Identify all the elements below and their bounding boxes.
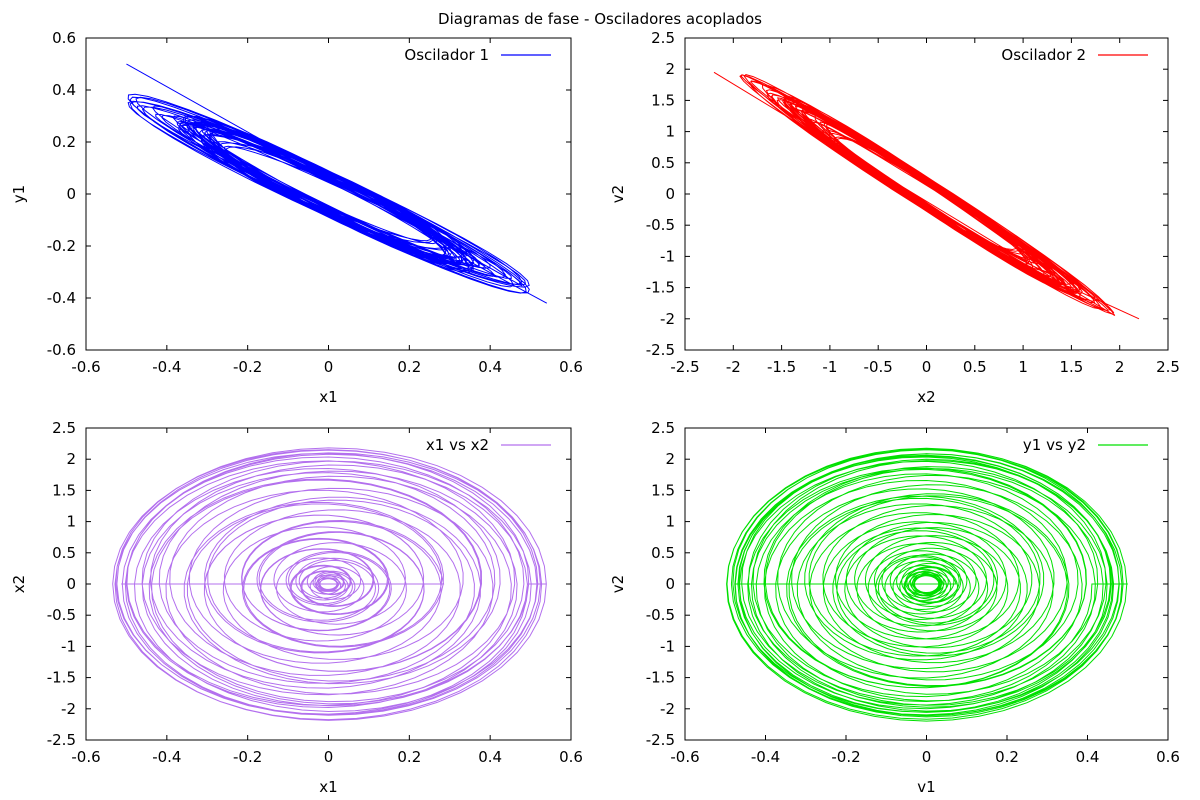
y-tick-label: -0.4 (47, 289, 76, 307)
y-tick-label: 0 (665, 575, 675, 593)
y-tick-label: 2 (66, 450, 76, 468)
y-tick-label: -0.5 (47, 606, 76, 624)
series-line (112, 447, 547, 721)
y-tick-label: 2 (665, 450, 675, 468)
y-tick-label: -1.5 (47, 669, 76, 687)
x-tick-label: 2 (1115, 358, 1125, 376)
x-tick-label: 0.6 (559, 358, 583, 376)
y-tick-label: -0.6 (47, 341, 76, 359)
y-tick-label: 2 (665, 60, 675, 78)
x-tick-label: -0.4 (152, 748, 181, 766)
x-tick-label: 0.4 (1076, 748, 1100, 766)
y-tick-label: 0.5 (651, 544, 675, 562)
y-tick-label: -1.5 (646, 669, 675, 687)
y-tick-label: 1 (665, 123, 675, 141)
x-tick-label: -0.6 (71, 748, 100, 766)
plot-frame (684, 37, 1169, 351)
x-tick-label: -2.5 (670, 358, 699, 376)
x-tick-label: 0 (922, 358, 932, 376)
x-axis-label: x2 (917, 388, 935, 406)
y-axis-label: v2 (609, 575, 627, 593)
plot-frame (684, 427, 1169, 741)
x-tick-label: 0.4 (478, 358, 502, 376)
y-tick-label: -2 (660, 700, 675, 718)
x-tick-label: -0.2 (831, 748, 860, 766)
y-tick-label: 0.4 (52, 81, 76, 99)
y-tick-label: -2.5 (646, 341, 675, 359)
y-tick-label: 1.5 (52, 481, 76, 499)
x-tick-label: 0 (922, 748, 932, 766)
y-tick-label: -1.5 (646, 279, 675, 297)
x-tick-label: 0 (324, 748, 334, 766)
x-tick-label: 2.5 (1156, 358, 1180, 376)
x-tick-label: -0.6 (71, 358, 100, 376)
x-axis-label: x1 (319, 778, 337, 796)
x-tick-label: 0.2 (995, 748, 1019, 766)
y-tick-label: 1 (66, 513, 76, 531)
y-tick-label: 0.6 (52, 29, 76, 47)
panel-1: -0.6 -0.4 -0.2 0 0.2 0.4 0.6 -0.6 -0.4 -0.2 0 0.2 0.… (10, 29, 583, 406)
x-tick-label: 0.6 (1156, 748, 1180, 766)
x-tick-label: 0.2 (397, 748, 421, 766)
y-tick-label: -1 (61, 637, 76, 655)
x-tick-label: -2 (726, 358, 741, 376)
y-tick-label: -0.5 (646, 606, 675, 624)
y-axis-label: x2 (10, 575, 28, 593)
series-line (726, 447, 1128, 722)
panel-3: -0.6 -0.4 -0.2 0 0.2 0.4 0.6 -2.5 -2 -1.5 -1 -0.5 0 0… (10, 419, 583, 796)
panel-2: -2.5 -2 -1.5 -1 -0.5 0 0.5 1 1.5 2 2.5 -2.5 -2 -1.5 -1… (609, 29, 1180, 406)
legend-label: Oscilador 2 (1001, 46, 1086, 64)
y-tick-label: -0.2 (47, 237, 76, 255)
series-line (126, 63, 548, 304)
y-tick-label: 0.2 (52, 133, 76, 151)
y-tick-label: 2.5 (651, 29, 675, 47)
x-axis-label: v1 (917, 778, 935, 796)
panel-4: -0.6 -0.4 -0.2 0 0.2 0.4 0.6 -2.5 -2 -1.5 -1 -0.5 0 0… (609, 419, 1180, 796)
x-tick-label: -0.4 (152, 358, 181, 376)
y-tick-label: 1.5 (651, 481, 675, 499)
legend-label: y1 vs y2 (1023, 436, 1086, 454)
series-line (713, 71, 1140, 320)
y-tick-label: -2.5 (646, 731, 675, 749)
y-tick-label: 1.5 (651, 91, 675, 109)
plot-frame (85, 427, 572, 741)
y-tick-label: -2 (61, 700, 76, 718)
x-axis-label: x1 (319, 388, 337, 406)
x-tick-label: -1 (822, 358, 837, 376)
legend-label: x1 vs x2 (426, 436, 489, 454)
y-tick-label: -2 (660, 310, 675, 328)
y-tick-label: 1 (665, 513, 675, 531)
y-tick-label: 2.5 (52, 419, 76, 437)
y-axis-label: v2 (609, 185, 627, 203)
x-tick-label: 0 (324, 358, 334, 376)
x-tick-label: -0.6 (670, 748, 699, 766)
y-tick-label: -1 (660, 247, 675, 265)
y-axis-label: y1 (10, 185, 28, 203)
y-tick-label: 0.5 (52, 544, 76, 562)
x-tick-label: 1 (1018, 358, 1028, 376)
y-tick-label: 0 (66, 185, 76, 203)
x-tick-label: 0.6 (559, 748, 583, 766)
y-tick-label: -2.5 (47, 731, 76, 749)
x-tick-label: 0.4 (478, 748, 502, 766)
y-tick-label: -1 (660, 637, 675, 655)
x-tick-label: -0.2 (233, 748, 262, 766)
y-tick-label: 0.5 (651, 154, 675, 172)
x-tick-label: 0.5 (963, 358, 987, 376)
y-tick-label: 0 (665, 185, 675, 203)
x-tick-label: 1.5 (1059, 358, 1083, 376)
plot-frame (85, 37, 572, 351)
x-tick-label: -1.5 (767, 358, 796, 376)
legend-label: Oscilador 1 (404, 46, 489, 64)
y-tick-label: 2.5 (651, 419, 675, 437)
y-tick-label: -0.5 (646, 216, 675, 234)
figure-title: Diagramas de fase - Osciladores acoplado… (438, 10, 762, 28)
x-tick-label: 0.2 (397, 358, 421, 376)
x-tick-label: -0.4 (751, 748, 780, 766)
y-tick-label: 0 (66, 575, 76, 593)
x-tick-label: -0.2 (233, 358, 262, 376)
x-tick-label: -0.5 (864, 358, 893, 376)
